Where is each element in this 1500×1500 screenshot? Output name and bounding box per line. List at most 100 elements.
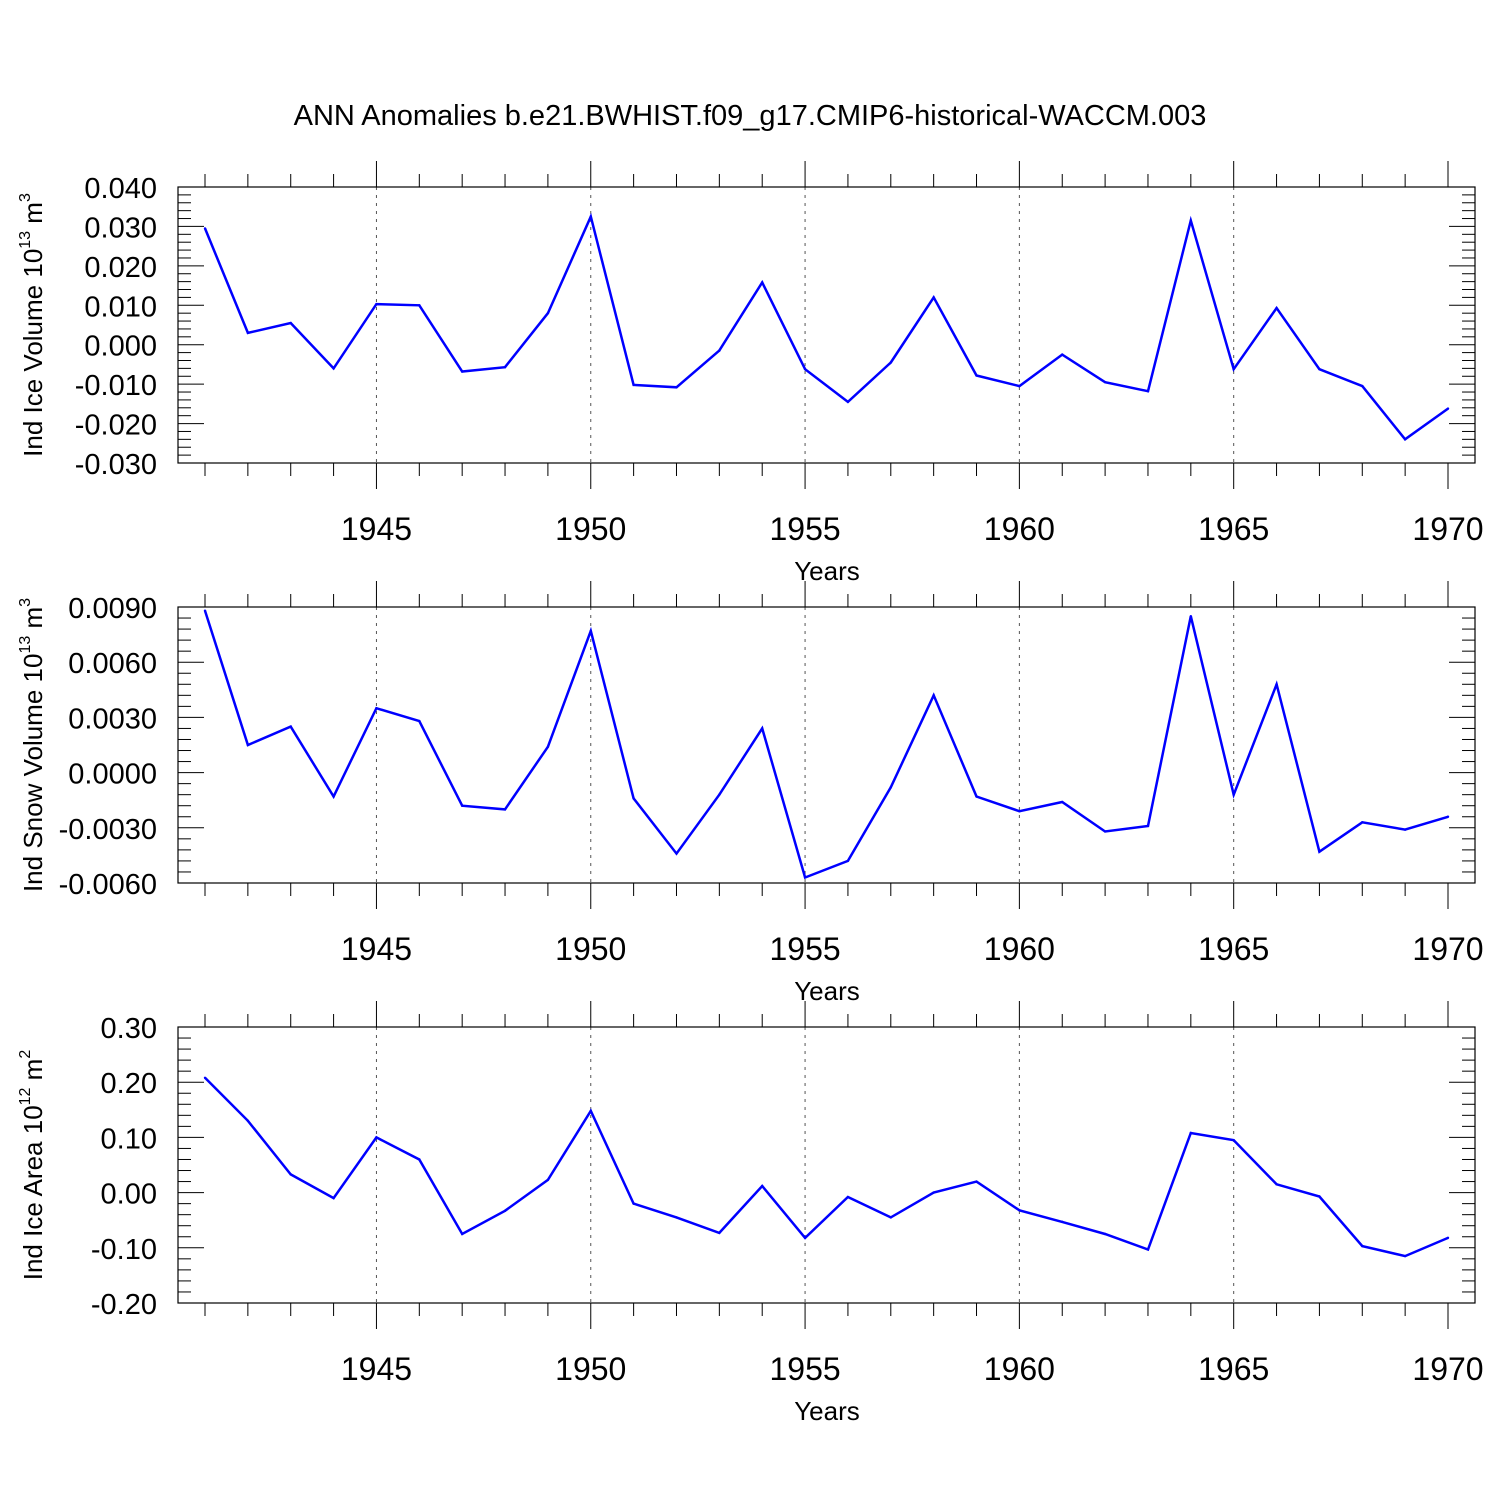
data-point bbox=[1146, 824, 1150, 828]
data-point bbox=[1318, 1195, 1321, 1198]
data-point bbox=[803, 367, 807, 371]
data-point bbox=[503, 365, 507, 369]
data-point bbox=[1189, 1131, 1193, 1135]
data-point bbox=[418, 719, 421, 723]
data-point bbox=[889, 786, 892, 789]
data-point bbox=[375, 1136, 378, 1139]
data-point bbox=[1103, 830, 1107, 833]
x-tick-label: 1945 bbox=[341, 931, 412, 967]
data-point bbox=[1061, 800, 1064, 804]
data-point bbox=[889, 361, 892, 364]
data-point bbox=[1061, 1220, 1064, 1224]
data-point bbox=[846, 400, 850, 404]
data-point bbox=[761, 1184, 764, 1188]
data-point bbox=[632, 1202, 635, 1205]
y-axis-label: Ind Ice Volume 1013 m3 bbox=[17, 193, 48, 457]
y-tick-label: 0.10 bbox=[101, 1123, 157, 1155]
data-point bbox=[1232, 367, 1235, 371]
data-point bbox=[1275, 1183, 1278, 1186]
data-point bbox=[246, 743, 250, 747]
x-axis-label: Years bbox=[794, 1396, 860, 1426]
x-axis-label: Years bbox=[794, 976, 860, 1006]
chart-panel-1: 0.040 0.030 0.020 0.010 0.000 -0.010 -0.020 -0.… bbox=[17, 161, 1484, 586]
y-tick-label: -0.0060 bbox=[59, 869, 157, 901]
data-point bbox=[1232, 793, 1235, 796]
data-point bbox=[332, 367, 335, 370]
data-point bbox=[1403, 828, 1407, 831]
data-point bbox=[589, 215, 592, 218]
data-point bbox=[675, 1216, 678, 1219]
data-point bbox=[1232, 1138, 1235, 1142]
y-axis-label-text: Ind Ice Area 10 bbox=[18, 1105, 48, 1280]
data-point bbox=[1103, 380, 1107, 384]
x-tick-label: 1970 bbox=[1412, 931, 1483, 967]
y-tick-label: -0.030 bbox=[75, 449, 157, 481]
data-point bbox=[1103, 1232, 1107, 1236]
data-point bbox=[932, 1191, 935, 1194]
y-axis-label: Ind Ice Area 1012 m2 bbox=[17, 1050, 48, 1281]
x-axis-label: Years bbox=[794, 556, 860, 586]
data-point bbox=[546, 745, 550, 749]
data-point bbox=[546, 1178, 550, 1182]
x-tick-label: 1945 bbox=[341, 1351, 412, 1387]
data-point bbox=[460, 1232, 464, 1236]
y-axis-label-superscript: 12 bbox=[17, 1087, 34, 1105]
data-point bbox=[889, 1216, 892, 1219]
y-axis-label-text: Ind Ice Volume 10 bbox=[18, 249, 48, 457]
y-axis-label-superscript: 2 bbox=[17, 1050, 34, 1059]
data-point bbox=[761, 727, 764, 730]
data-point bbox=[332, 795, 335, 798]
y-axis-label-text: m bbox=[18, 1059, 48, 1088]
plot-frame bbox=[177, 186, 1476, 464]
y-tick-label: 0.0060 bbox=[68, 648, 157, 680]
data-point bbox=[1446, 407, 1450, 410]
y-axis-label-text: Ind Snow Volume 10 bbox=[18, 654, 48, 893]
data-point bbox=[632, 797, 635, 800]
data-point bbox=[289, 321, 292, 325]
data-point bbox=[289, 1173, 292, 1176]
data-point bbox=[460, 804, 464, 807]
data-point bbox=[1018, 810, 1021, 813]
chart-title: ANN Anomalies b.e21.BWHIST.f09_g17.CMIP6… bbox=[294, 100, 1207, 132]
data-point bbox=[289, 725, 292, 728]
data-point bbox=[803, 1236, 807, 1240]
x-tick-label: 1965 bbox=[1198, 511, 1269, 547]
data-point bbox=[589, 1109, 592, 1113]
data-point bbox=[1361, 821, 1364, 824]
x-tick-label: 1950 bbox=[555, 511, 626, 547]
plot-frame bbox=[177, 1026, 1476, 1304]
x-tick-label: 1955 bbox=[769, 1351, 840, 1387]
data-point bbox=[718, 793, 721, 796]
y-tick-label: 0.0030 bbox=[68, 703, 157, 735]
data-point bbox=[975, 1180, 978, 1183]
y-axis-label-superscript: 13 bbox=[17, 636, 34, 654]
x-tick-label: 1960 bbox=[984, 511, 1055, 547]
data-point bbox=[1403, 1254, 1407, 1258]
data-point bbox=[246, 331, 250, 335]
y-tick-label: 0.30 bbox=[101, 1013, 157, 1045]
data-point bbox=[718, 349, 721, 352]
data-point bbox=[675, 386, 678, 389]
x-tick-label: 1965 bbox=[1198, 1351, 1269, 1387]
data-point bbox=[718, 1231, 721, 1235]
x-tick-label: 1950 bbox=[555, 931, 626, 967]
data-point bbox=[1275, 683, 1278, 686]
data-point bbox=[975, 374, 978, 377]
y-tick-label: -0.0030 bbox=[59, 814, 157, 846]
x-tick-label: 1970 bbox=[1412, 511, 1483, 547]
x-tick-label: 1960 bbox=[984, 1351, 1055, 1387]
data-point bbox=[1318, 850, 1321, 853]
chart-panel-3: 0.30 0.20 0.10 0.00 -0.10 -0.20 1945 1950 1955 19… bbox=[17, 1001, 1484, 1426]
y-axis-label: Ind Snow Volume 1013 m3 bbox=[17, 598, 48, 892]
x-tick-label: 1955 bbox=[769, 511, 840, 547]
y-tick-label: 0.000 bbox=[84, 331, 157, 363]
data-point bbox=[1318, 367, 1321, 371]
y-tick-label: -0.020 bbox=[75, 410, 157, 442]
data-point bbox=[1018, 384, 1021, 388]
data-point bbox=[1361, 1244, 1364, 1248]
data-point bbox=[1446, 815, 1450, 818]
data-point bbox=[203, 609, 207, 612]
data-point bbox=[803, 876, 807, 879]
chart-panel-2: 0.0090 0.0060 0.0030 0.0000 -0.0030 -0.0060 19… bbox=[17, 581, 1484, 1006]
data-point bbox=[203, 227, 207, 230]
